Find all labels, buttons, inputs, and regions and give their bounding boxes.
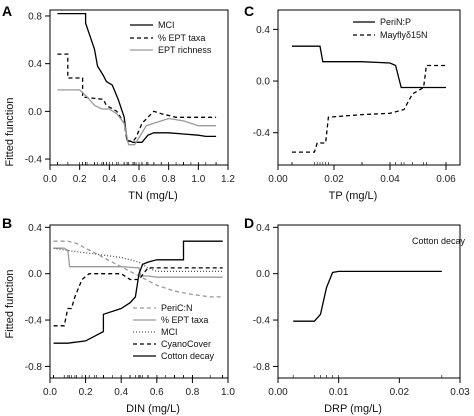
panel-a-legend: MCI % EPT taxa EPT richness [130,20,212,55]
x-tick-label: 0.8 [162,174,176,185]
legend-label-ept-taxa: % EPT taxa [158,33,205,43]
y-tick-label: -0.4 [25,316,43,327]
series-line-1 [53,247,223,278]
legend-label-ept-taxa-b: % EPT taxa [161,315,208,325]
plot-frame [277,224,461,379]
legend-label-pericn: PeriC:N [161,303,193,313]
panel-b-legend: PeriC:N % EPT taxa MCI CyanoCover Cotton… [133,303,215,361]
x-tick-label: 0.02 [324,174,344,185]
x-tick-label: 0.8 [185,387,199,398]
series-line-4 [53,240,223,344]
panel-d-xlabel: DRP (mg/L) [324,403,382,415]
panel-b: B Fitted function DIN (mg/L) 0.0 0.2 0.4 0.… [2,215,235,415]
panel-a: A Fitted function TN (mg/L) 0.0 0.2 0.4 0.6… [2,3,235,202]
panel-a-xlabel: TN (mg/L) [128,190,178,202]
panel-c-legend: PeriN:P Mayflyδ15N [353,17,428,40]
x-tick-label: 0.0 [43,387,57,398]
panel-c-xlabel: TP (mg/L) [329,190,378,202]
x-tick-label: 0.04 [380,174,400,185]
y-tick-label: 0.8 [28,11,42,22]
panel-b-xlabel: DIN (mg/L) [126,403,180,415]
legend-label-mayfly: Mayflyδ15N [380,30,428,40]
y-tick-label: -0.8 [253,362,271,373]
panel-c: C TP (mg/L) 0.00 0.02 0.04 0.06 -0.4 0.0 0.4 P… [244,3,461,202]
panel-letter-d: D [244,215,254,231]
x-tick-label: 0.00 [268,387,288,398]
series-line-0 [293,270,442,322]
x-tick-label: 0.6 [132,174,146,185]
legend-label-mci-b: MCI [161,327,178,337]
x-tick-label: 1.2 [221,174,235,185]
panel-c-plot: 0.00 0.02 0.04 0.06 -0.4 0.0 0.4 [253,9,461,185]
y-tick-label: -0.4 [253,316,271,327]
x-tick-label: 1.0 [191,174,205,185]
legend-label-perinp: PeriN:P [380,17,411,27]
x-tick-label: 0.4 [114,387,128,398]
y-tick-label: 0.4 [28,223,42,234]
y-tick-label: 0.0 [28,269,42,280]
panel-letter-b: B [2,215,12,231]
panel-letter-c: C [244,3,254,19]
x-tick-label: 0.02 [390,387,410,398]
plot-frame [277,9,461,166]
panel-b-ylabel: Fitted function [4,269,16,338]
y-tick-label: 0.4 [256,25,270,36]
x-tick-label: 0.0 [43,174,57,185]
x-tick-label: 0.00 [268,174,288,185]
panel-b-plot: 0.0 0.2 0.4 0.6 0.8 1.0 -0.8 -0.4 0.0 0.4 [25,223,236,398]
x-tick-label: 0.6 [150,387,164,398]
legend-label-ept-richness: EPT richness [158,45,212,55]
y-tick-label: 0.4 [28,59,42,70]
panel-d: D DRP (mg/L) 0.00 0.01 0.02 0.03-0.8-0.40.0… [244,215,470,415]
y-tick-label: -0.8 [25,362,43,373]
x-tick-label: 1.0 [221,387,235,398]
x-tick-label: 0.4 [102,174,116,185]
y-tick-label: 0.0 [256,77,270,88]
series-line-1 [57,53,217,142]
y-tick-label: 0.0 [256,269,270,280]
legend-label-mci: MCI [158,20,175,30]
series-line-0 [292,45,446,89]
series-line-0 [53,240,223,298]
y-tick-label: 0.4 [256,223,270,234]
x-tick-label: 0.2 [73,174,87,185]
y-tick-label: -0.4 [25,155,43,166]
x-tick-label: 0.06 [436,174,456,185]
series-line-2 [57,89,217,146]
series-line-3 [53,267,223,327]
panel-d-plot: 0.00 0.01 0.02 0.03 -0.8 -0.4 0.0 0.4 [253,223,470,398]
y-tick-label: 0.0 [28,107,42,118]
panel-letter-a: A [2,3,12,19]
panel-a-ylabel: Fitted function [4,97,16,166]
legend-label-cotton: Cotton decay [161,351,215,361]
x-tick-label: 0.03 [450,387,470,398]
panel-a-plot: 0.0 0.2 0.4 0.6 0.8 1.0 1.2-0.40.00.40.8 [25,9,235,185]
x-tick-label: 0.2 [79,387,93,398]
panel-d-annotation: Cotton decay [412,236,466,246]
x-tick-label: 0.01 [329,387,349,398]
y-tick-label: -0.4 [253,128,271,139]
series-line-1 [292,64,446,153]
legend-label-cyano: CyanoCover [161,339,211,349]
